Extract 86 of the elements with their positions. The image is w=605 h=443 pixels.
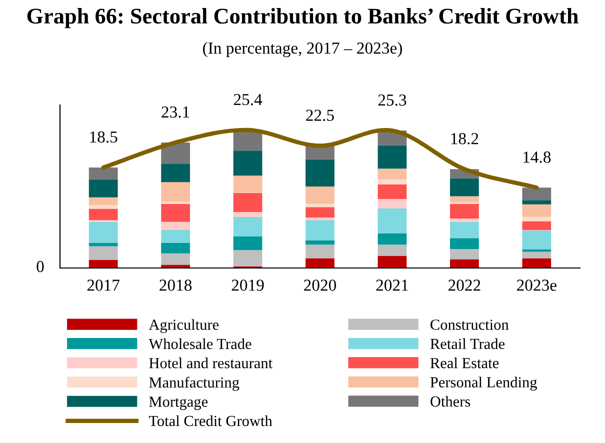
- bar: [522, 258, 552, 268]
- x-tick-label: 2019: [232, 280, 264, 291]
- data-label: 23.1: [162, 106, 190, 118]
- bar: [522, 216, 552, 222]
- bar: [161, 230, 190, 244]
- x-tick-label: 2017: [87, 280, 120, 291]
- legend-label: Others: [430, 396, 470, 407]
- data-label: 18.5: [90, 131, 118, 143]
- bar: [161, 204, 190, 222]
- bar: [306, 207, 334, 218]
- legend-label: Retail Trade: [430, 338, 505, 350]
- bar: [88, 260, 118, 268]
- bar: [88, 197, 118, 205]
- legend-label: Hotel and restaurant: [149, 358, 272, 368]
- bar: [233, 193, 262, 212]
- bar: [378, 179, 407, 184]
- bar: [161, 243, 190, 254]
- x-tick-label: 2022: [448, 280, 480, 291]
- legend-label: Personal Lending: [430, 376, 537, 391]
- bar: [378, 233, 407, 245]
- bar: [161, 222, 190, 230]
- text: 0: [36, 260, 44, 272]
- bar: [161, 182, 190, 202]
- bar: [450, 204, 479, 219]
- bar: [522, 188, 552, 200]
- bar: [450, 259, 479, 268]
- bar: [306, 258, 334, 268]
- bar: [378, 208, 407, 234]
- legend-label: Total Credit Growth: [148, 415, 272, 426]
- bar: [233, 176, 262, 192]
- bar: [233, 250, 262, 266]
- bar: [378, 256, 407, 268]
- bar: [378, 145, 407, 169]
- bar: [522, 204, 552, 217]
- bar: [306, 244, 334, 258]
- bar: [378, 198, 407, 208]
- data-label: 22.5: [306, 110, 334, 121]
- bar: [378, 168, 407, 180]
- bar: [161, 264, 190, 268]
- bar: [306, 186, 334, 204]
- bar: [378, 184, 407, 199]
- x-tick-label: 2021: [376, 280, 408, 291]
- bar: [378, 244, 407, 256]
- bar: [306, 159, 334, 186]
- bar: [233, 212, 262, 217]
- x-tick-label: 2020: [304, 280, 336, 291]
- bar: [88, 246, 118, 260]
- x-tick-label: 2018: [160, 280, 192, 291]
- bar: [306, 204, 334, 208]
- bar: [450, 178, 479, 196]
- legend-label: Wholesale Trade: [148, 338, 252, 350]
- bar: [522, 230, 552, 250]
- bar: [450, 196, 479, 202]
- legend-label: Mortgage: [149, 396, 208, 410]
- legend-label: Agriculture: [148, 319, 219, 333]
- bar: [88, 208, 118, 220]
- bar: [88, 243, 118, 246]
- bar: [88, 179, 118, 198]
- bar: [306, 217, 334, 220]
- legend-label: Real Estate: [430, 358, 499, 368]
- bar: [161, 164, 190, 182]
- bar: [306, 240, 334, 245]
- bar: [233, 236, 262, 250]
- data-label: 25.4: [234, 94, 262, 106]
- bar: [522, 252, 552, 258]
- bar: [450, 222, 479, 238]
- bar: [450, 248, 479, 260]
- bar: [88, 222, 118, 244]
- chart-subtitle: (In percentage, 2017 – 2023e): [203, 42, 402, 58]
- bar: [522, 200, 552, 204]
- bar: [233, 150, 262, 176]
- x-tick-label: 2023e: [517, 280, 556, 291]
- bar: [450, 218, 479, 222]
- legend-label: Construction: [430, 320, 509, 330]
- bar: [450, 238, 479, 249]
- data-label: 25.3: [378, 94, 406, 106]
- bar: [161, 253, 190, 265]
- chart-title: Graph 66: Sectoral Contribution to Banks’ Credit Growth: [27, 8, 578, 28]
- data-label: 14.8: [524, 152, 551, 163]
- bar: [88, 204, 118, 209]
- legend-label: Manufacturing: [149, 376, 240, 391]
- bar: [233, 216, 262, 236]
- bar: [306, 220, 334, 240]
- bar: [522, 221, 552, 230]
- data-label: 18.2: [451, 133, 478, 144]
- bar: [88, 167, 118, 180]
